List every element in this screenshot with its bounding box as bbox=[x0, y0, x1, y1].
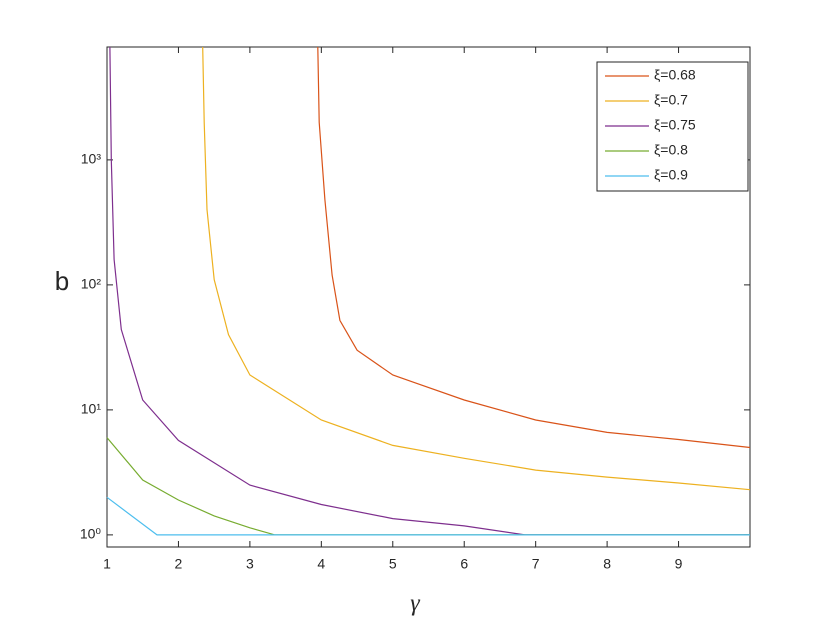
series-line bbox=[106, 496, 750, 536]
x-axis-label: γ bbox=[410, 591, 420, 617]
axes-box bbox=[106, 46, 751, 548]
legend-box bbox=[596, 61, 749, 192]
y-tick-label: 10¹ bbox=[81, 401, 102, 417]
y-tick-label: 10⁰ bbox=[80, 526, 102, 542]
series-line bbox=[202, 46, 751, 491]
series-line bbox=[317, 46, 751, 449]
x-tick-label: 1 bbox=[103, 556, 111, 572]
x-tick-label: 6 bbox=[460, 556, 468, 572]
x-tick-label: 5 bbox=[389, 556, 397, 572]
x-tick-label: 4 bbox=[317, 556, 325, 572]
x-tick-label: 7 bbox=[532, 556, 540, 572]
x-tick-label: 9 bbox=[675, 556, 683, 572]
y-tick-label: 10² bbox=[81, 276, 102, 292]
series-line bbox=[109, 46, 750, 536]
legend-label: ξ=0.68 bbox=[654, 67, 696, 83]
legend-label: ξ=0.7 bbox=[654, 92, 688, 108]
y-tick-label: 10³ bbox=[81, 151, 102, 167]
x-tick-label: 8 bbox=[603, 556, 611, 572]
legend-label: ξ=0.8 bbox=[654, 142, 688, 158]
y-axis-label: b bbox=[55, 266, 69, 296]
x-tick-label: 2 bbox=[175, 556, 183, 572]
legend-label: ξ=0.9 bbox=[654, 167, 688, 183]
x-tick-label: 3 bbox=[246, 556, 254, 572]
legend-label: ξ=0.75 bbox=[654, 117, 696, 133]
